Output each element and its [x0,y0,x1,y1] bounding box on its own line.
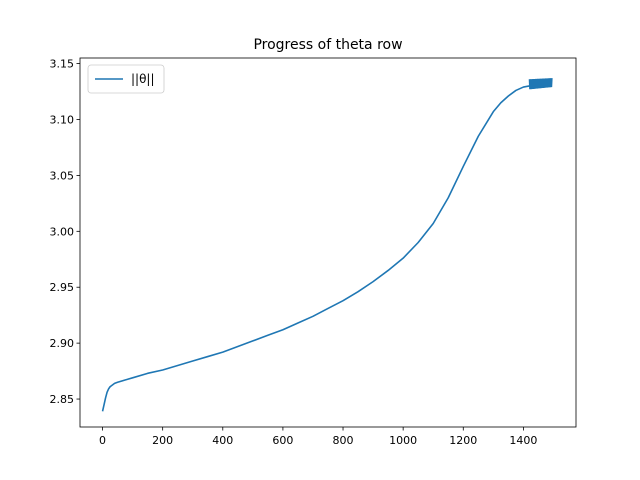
x-tick-label: 200 [152,434,173,447]
y-tick-label: 2.95 [50,281,75,294]
x-tick-label: 1400 [509,434,537,447]
y-tick-label: 3.05 [50,169,75,182]
x-tick-label: 1200 [449,434,477,447]
y-tick-label: 2.90 [50,337,75,350]
legend-label: ||θ|| [131,72,155,86]
series-line-theta-norm [101,85,530,412]
axes: 0 200 400 600 800 1000 1200 1400 2.85 2.90 2.95 3.0… [50,58,577,447]
y-tick-label: 3.10 [50,114,75,127]
legend-box [87,64,165,94]
x-tick-label: 800 [333,434,354,447]
y-tick-label: 3.15 [50,58,75,71]
series-oscillation-tail [528,78,553,90]
x-tick-label: 1000 [389,434,417,447]
x-tick-label: 0 [99,434,106,447]
plot-area [101,78,553,412]
y-tick-label: 2.85 [50,393,75,406]
axes-frame [79,57,577,428]
x-tick-label: 400 [212,434,233,447]
x-tick-label: 600 [272,434,293,447]
chart-title: Progress of theta row [253,37,402,53]
legend: ||θ|| [87,64,165,94]
y-tick-label: 3.00 [50,225,75,238]
